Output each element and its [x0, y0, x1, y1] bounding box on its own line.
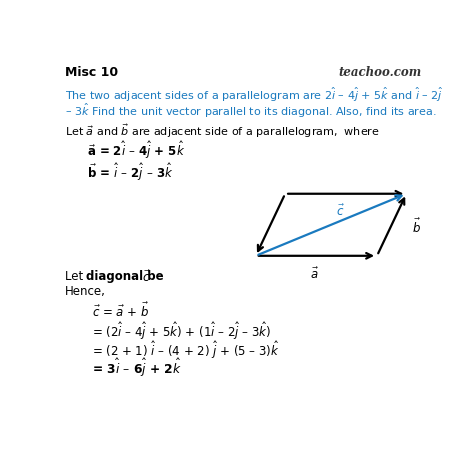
Text: teachoo.com: teachoo.com — [338, 66, 421, 79]
Text: diagonal be: diagonal be — [86, 270, 164, 283]
Text: $\vec{c}$ = $\vec{a}$ + $\vec{b}$: $\vec{c}$ = $\vec{a}$ + $\vec{b}$ — [92, 302, 150, 320]
Text: = (2 + 1) $\hat{i}$ – (4 + 2) $\hat{j}$ + (5 – 3)$\hat{k}$: = (2 + 1) $\hat{i}$ – (4 + 2) $\hat{j}$ … — [92, 338, 280, 361]
Text: $\vec{\mathbf{a}}$ = 2$\hat{i}$ – 4$\hat{j}$ + 5$\hat{k}$: $\vec{\mathbf{a}}$ = 2$\hat{i}$ – 4$\hat… — [87, 139, 185, 161]
Text: $\vec{c}$: $\vec{c}$ — [336, 204, 345, 219]
Text: Misc 10: Misc 10 — [65, 66, 118, 79]
Text: The two adjacent sides of a parallelogram are 2$\hat{i}$ – 4$\hat{j}$ + 5$\hat{k: The two adjacent sides of a parallelogra… — [65, 86, 443, 104]
Text: $\vec{\mathbf{b}}$ = $\hat{i}$ – 2$\hat{j}$ – 3$\hat{k}$: $\vec{\mathbf{b}}$ = $\hat{i}$ – 2$\hat{… — [87, 161, 173, 183]
Text: $\vec{c}$: $\vec{c}$ — [138, 270, 151, 285]
Text: = (2$\hat{i}$ – 4$\hat{j}$ + 5$\hat{k}$) + (1$\hat{i}$ – 2$\hat{j}$ – 3$\hat{k}$: = (2$\hat{i}$ – 4$\hat{j}$ + 5$\hat{k}$)… — [92, 320, 272, 342]
Text: $\vec{b}$: $\vec{b}$ — [412, 218, 421, 236]
Text: Let: Let — [65, 270, 87, 283]
Text: Let $\vec{a}$ and $\vec{b}$ are adjacent side of a parallelogram,  where: Let $\vec{a}$ and $\vec{b}$ are adjacent… — [65, 123, 380, 140]
Text: = 3$\hat{i}$ – 6$\hat{j}$ + 2$\hat{k}$: = 3$\hat{i}$ – 6$\hat{j}$ + 2$\hat{k}$ — [92, 357, 182, 379]
Text: Hence,: Hence, — [65, 285, 106, 298]
Text: $\vec{a}$: $\vec{a}$ — [310, 267, 319, 282]
Text: – 3$\hat{k}$ Find the unit vector parallel to its diagonal. Also, find its area.: – 3$\hat{k}$ Find the unit vector parall… — [65, 101, 436, 120]
